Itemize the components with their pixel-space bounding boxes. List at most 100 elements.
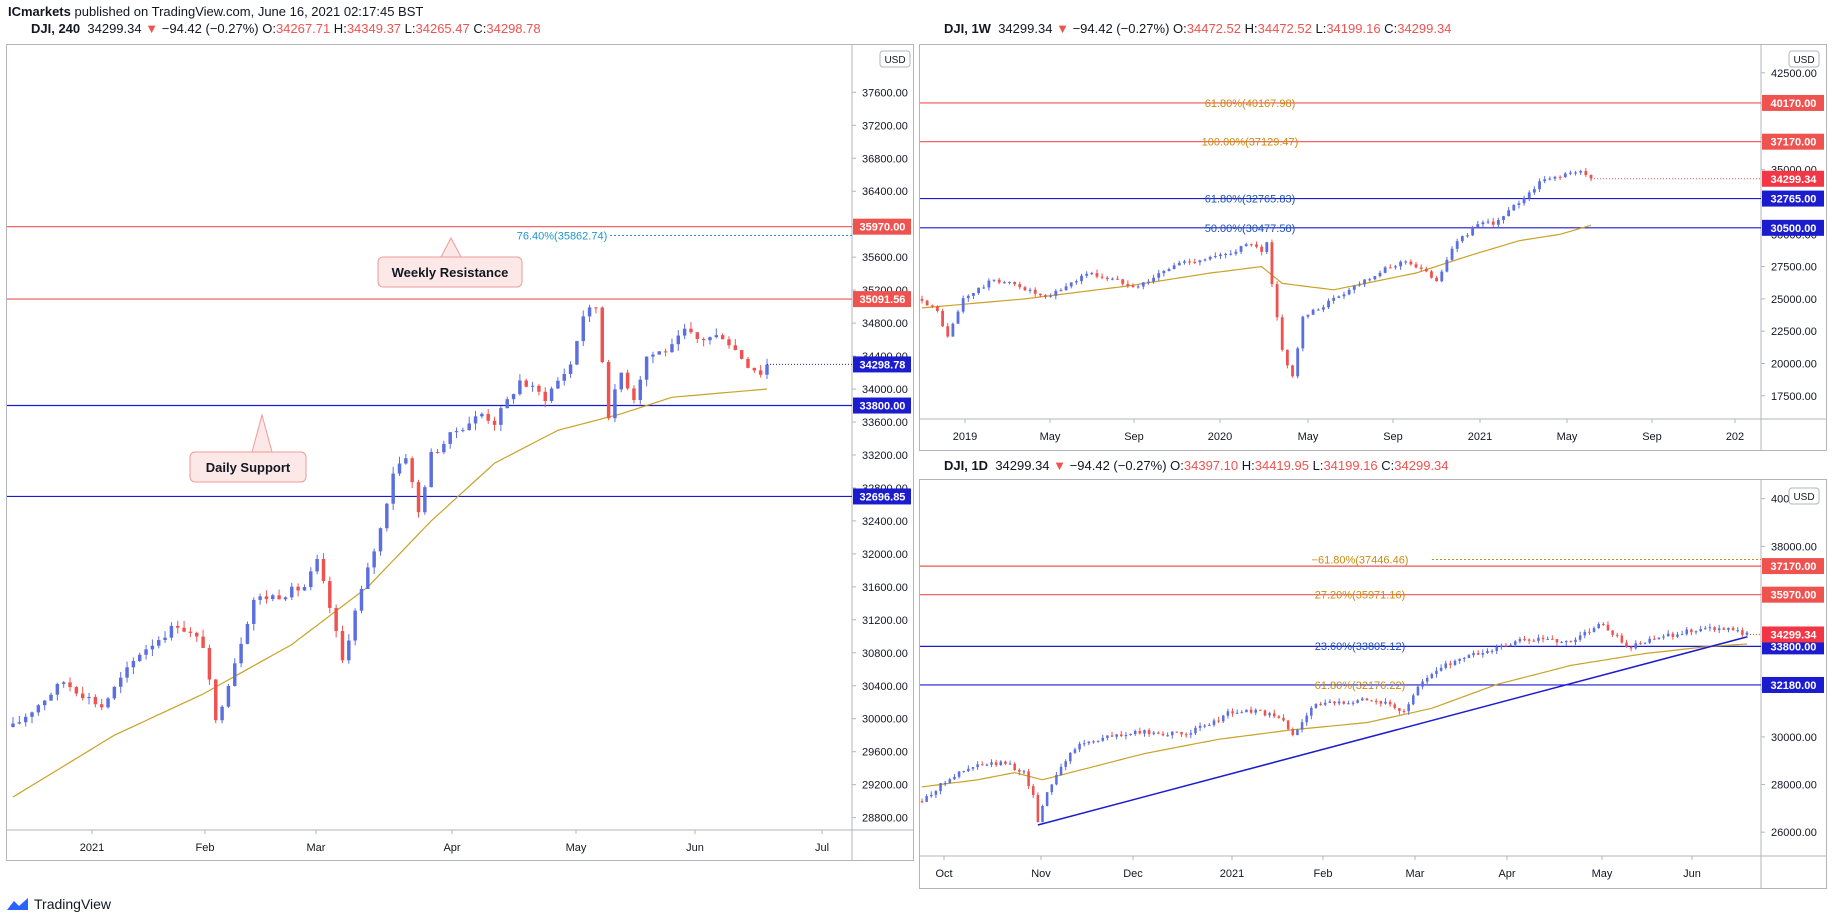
time-tick-label: Dec (1123, 868, 1143, 880)
candle-body (1467, 655, 1471, 658)
candle-body (296, 586, 300, 591)
candle-body (977, 287, 981, 294)
candle (1440, 269, 1444, 283)
candle (1291, 364, 1294, 378)
candle (920, 295, 924, 304)
candle (1583, 629, 1587, 639)
candle (1198, 722, 1202, 732)
resistance-label-bg (1762, 133, 1824, 150)
candle-body (1208, 724, 1211, 726)
candle-body (1671, 633, 1675, 637)
candle (1509, 643, 1512, 647)
price-tick-label: 27500.00 (1771, 262, 1817, 274)
candle (1124, 732, 1128, 740)
candle-body (1490, 651, 1494, 653)
candle-body (1180, 731, 1183, 735)
candle (1208, 723, 1211, 726)
candle (1080, 273, 1083, 285)
price-tick-label: 37200.00 (862, 120, 908, 132)
candle (1116, 275, 1119, 280)
candle-body (207, 647, 212, 680)
time-tick-label: May (1298, 431, 1319, 443)
candle (106, 696, 110, 709)
candle (1126, 280, 1130, 289)
candle-body (1311, 309, 1315, 315)
tradingview-footer[interactable]: TradingView (6, 896, 111, 912)
candle-body (1095, 273, 1099, 277)
candle-body (1435, 670, 1438, 675)
candle-body (1260, 246, 1264, 252)
chart-4h[interactable]: 28800.00 29200.00 29600.00 30000.00 30400.00… (7, 45, 913, 860)
candle (1240, 710, 1244, 714)
weekly-chart-panel[interactable]: 17500.00 20000.00 22500.00 25000.00 27500.00… (919, 44, 1827, 451)
candle (1096, 740, 1100, 743)
chart-1d[interactable]: 26000.0028000.0030000.0032000.0034000.00… (920, 480, 1826, 888)
candle (1589, 174, 1593, 182)
candle (1055, 771, 1058, 786)
candle (1073, 747, 1077, 754)
candle (486, 409, 490, 424)
candle (23, 713, 28, 727)
candle-body (663, 351, 668, 353)
candle-body (1589, 174, 1593, 179)
candle (1270, 239, 1274, 287)
candle (997, 277, 1001, 285)
fib-level-label: 61.80%(40167.98) (1205, 98, 1296, 110)
candle-body (1059, 766, 1063, 776)
candle-body (252, 599, 256, 624)
candle-body (1453, 660, 1457, 665)
candle (1203, 258, 1207, 262)
candle (1481, 220, 1485, 228)
candle-body (1527, 639, 1531, 641)
candle-body (1073, 749, 1077, 753)
candle-body (1666, 633, 1670, 637)
candle (1620, 633, 1624, 644)
candle (1129, 733, 1132, 736)
candle-body (1558, 176, 1562, 178)
candle (1166, 732, 1169, 737)
candle (1412, 693, 1415, 706)
candle (1268, 711, 1271, 718)
candle (1463, 656, 1466, 663)
candle-body (1064, 761, 1067, 767)
callout-rect (189, 451, 307, 483)
candle-body (55, 683, 60, 695)
candle (321, 553, 326, 584)
candle (985, 763, 989, 767)
candle (1378, 270, 1382, 278)
candle (1272, 709, 1276, 719)
candle (1188, 258, 1192, 266)
candle (1532, 186, 1536, 195)
candle-body (1466, 235, 1469, 237)
candle (1219, 252, 1222, 259)
candle (951, 322, 955, 337)
candle (1184, 732, 1188, 738)
low-value: 34199.16 (1323, 458, 1378, 473)
candle-body (594, 307, 598, 309)
candle-body (1563, 173, 1567, 177)
candle (404, 454, 408, 465)
candle-body (549, 388, 554, 402)
candle (1347, 700, 1350, 705)
candle-body (505, 399, 509, 409)
candle (941, 308, 944, 327)
candle (1087, 741, 1091, 746)
chart-1w[interactable]: 17500.00 20000.00 22500.00 25000.00 27500.00… (920, 45, 1826, 450)
candle-body (93, 696, 98, 705)
candle (758, 365, 763, 378)
daily-chart-panel[interactable]: 26000.0028000.0030000.0032000.0034000.00… (919, 479, 1827, 889)
candle (689, 321, 693, 335)
candle-body (752, 367, 757, 371)
candle (575, 340, 579, 366)
candle-body (454, 431, 459, 433)
candle (49, 692, 53, 701)
candle-body (644, 356, 649, 380)
candle (1486, 648, 1489, 654)
candle-body (1409, 261, 1413, 265)
time-tick-label: Feb (196, 842, 215, 854)
left-chart-panel[interactable]: 28800.00 29200.00 29600.00 30000.00 30400.00… (6, 44, 914, 861)
candle-body (226, 685, 231, 707)
candle-body (1481, 222, 1485, 225)
candle (1090, 271, 1094, 276)
candle (1078, 741, 1081, 753)
